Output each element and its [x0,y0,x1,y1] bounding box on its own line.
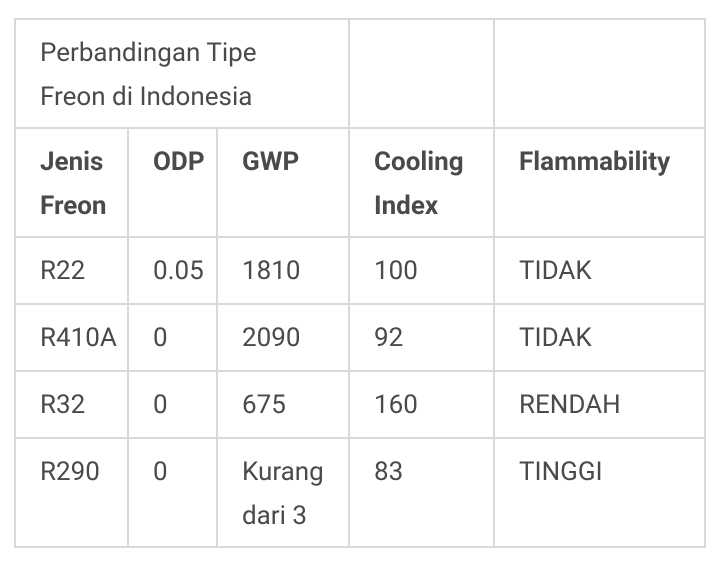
data-cell: R22 [14,236,129,305]
data-cell: R410A [14,303,129,372]
data-row: R22 0.05 1810 100 TIDAK [14,236,706,305]
data-cell: 675 [216,370,350,439]
data-cell: 160 [348,370,495,439]
data-cell: TINGGI [493,437,706,548]
header-cell: Cooling Index [348,127,495,238]
data-cell: 0 [127,437,218,548]
data-cell: 100 [348,236,495,305]
data-cell: RENDAH [493,370,706,439]
data-cell: 92 [348,303,495,372]
data-cell: 0 [127,370,218,439]
data-row: R32 0 675 160 RENDAH [14,370,706,439]
freon-table: Perbandingan Tipe Freon di Indonesia Jen… [14,18,706,548]
data-cell: R290 [14,437,129,548]
empty-cell [348,18,495,129]
data-cell: 1810 [216,236,350,305]
header-cell: GWP [216,127,350,238]
data-cell: TIDAK [493,236,706,305]
data-cell: R32 [14,370,129,439]
data-cell: 2090 [216,303,350,372]
data-cell: TIDAK [493,303,706,372]
title-row: Perbandingan Tipe Freon di Indonesia [14,18,706,129]
data-row: R290 0 Kurang dari 3 83 TINGGI [14,437,706,548]
data-cell: Kurang dari 3 [216,437,350,548]
table-body: Perbandingan Tipe Freon di Indonesia Jen… [14,18,706,548]
header-cell: ODP [127,127,218,238]
header-cell: Flammability [493,127,706,238]
header-row: Jenis Freon ODP GWP Cooling Index Flammabili… [14,127,706,238]
data-cell: 83 [348,437,495,548]
data-cell: 0.05 [127,236,218,305]
empty-cell [493,18,706,129]
data-cell: 0 [127,303,218,372]
table-title: Perbandingan Tipe Freon di Indonesia [14,18,350,129]
header-cell: Jenis Freon [14,127,129,238]
data-row: R410A 0 2090 92 TIDAK [14,303,706,372]
